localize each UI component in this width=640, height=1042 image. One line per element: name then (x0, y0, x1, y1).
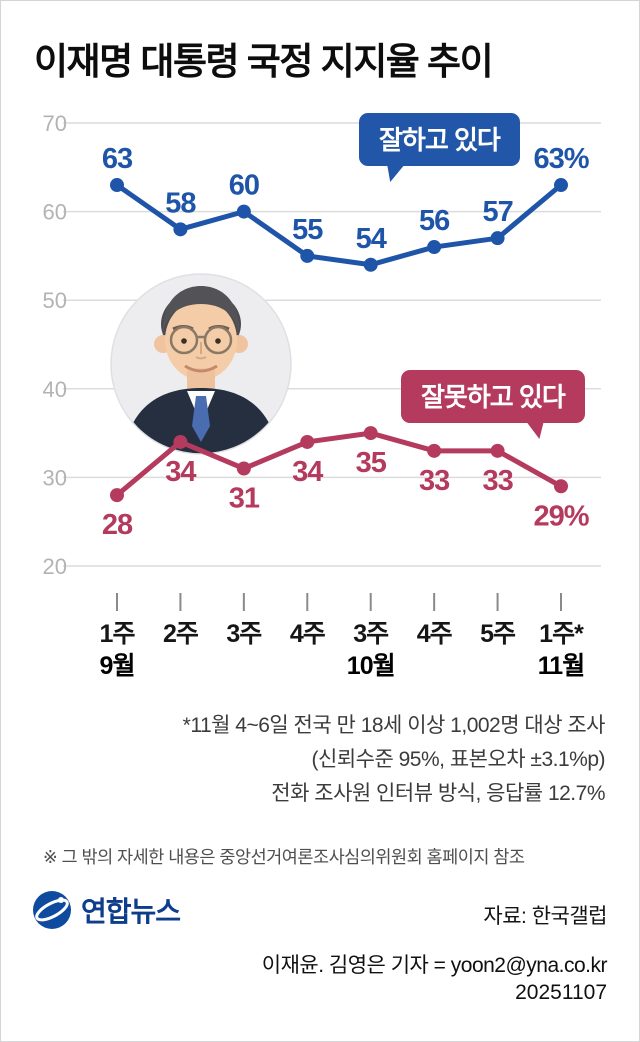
data-point (363, 257, 378, 272)
data-point (236, 461, 251, 476)
positive-bubble-label: 잘하고 있다 (379, 125, 501, 155)
footnote-line-2: (신뢰수준 95%, 표본오차 ±3.1%p) (311, 748, 606, 772)
data-point-label: 60 (229, 170, 259, 202)
month-label: 11월 (538, 652, 584, 680)
survey-footnotes: *11월 4~6일 전국 만 18세 이상 1,002명 대상 조사 (신뢰수준… (182, 709, 606, 811)
data-point (300, 434, 315, 449)
x-axis-label: 3주 (353, 620, 389, 648)
data-point (427, 240, 442, 255)
x-axis-label: 1주 (100, 620, 136, 648)
x-axis-label: 1주* (539, 620, 584, 648)
approval-trend-chart: 70 60 50 40 30 20 (43, 111, 601, 680)
x-axis-label: 5주 (480, 620, 516, 648)
data-point-label: 63 (102, 143, 133, 175)
negative-annotation-bubble: 잘못하고 있다 (401, 370, 585, 450)
extra-note: ※ 그 밖의 자세한 내용은 중앙선거여론조사심의위원회 홈페이지 참조 (43, 847, 525, 867)
data-source: 자료: 한국갤럽 (483, 905, 607, 928)
data-point (110, 178, 124, 193)
positive-annotation-bubble: 잘하고 있다 (359, 113, 520, 193)
data-point (554, 178, 568, 193)
yonhap-logo: 연합뉴스 (31, 889, 181, 931)
yonhap-globe-icon (33, 891, 71, 929)
chart-series: 1주 2주 3주 4주 3주 4주 5주 1주* 9월 10월 11월 63 58 60 55 54 56 57 6… (100, 143, 591, 680)
data-point (490, 231, 505, 246)
x-axis-label: 3주 (226, 620, 262, 648)
data-point-label: 29% (533, 500, 589, 532)
portrait-photo (110, 273, 292, 455)
data-point-label: 57 (482, 196, 512, 228)
data-point-label: 55 (292, 214, 323, 246)
data-point-label: 34 (165, 456, 196, 488)
footnote-line-1: *11월 4~6일 전국 만 18세 이상 1,002명 대상 조사 (182, 714, 606, 737)
series-line (114, 430, 564, 498)
data-point (236, 204, 251, 219)
data-point (300, 248, 315, 263)
data-point-label: 54 (356, 223, 387, 255)
data-point (110, 488, 124, 503)
x-axis-label: 4주 (417, 620, 453, 648)
data-point (427, 443, 442, 458)
data-point-label: 33 (482, 465, 513, 497)
y-axis-label: 60 (43, 200, 67, 225)
data-point-label: 63% (533, 143, 589, 175)
data-point-label: 35 (356, 447, 387, 479)
month-label: 10월 (347, 652, 395, 680)
month-label: 9월 (100, 652, 135, 680)
x-axis-label: 2주 (163, 620, 199, 648)
data-point (173, 434, 188, 449)
reporter-byline: 이재윤. 김영은 기자 = yoon2@yna.co.kr (261, 954, 608, 977)
y-axis-label: 50 (43, 288, 67, 313)
data-point-label: 56 (419, 205, 450, 237)
page-title: 이재명 대통령 국정 지지율 추이 (34, 41, 494, 82)
publication-date: 20251107 (515, 981, 607, 1004)
yonhap-logo-text: 연합뉴스 (81, 896, 181, 927)
y-axis-label: 70 (43, 111, 67, 136)
y-axis-label: 30 (43, 465, 67, 490)
x-axis-label: 4주 (290, 620, 326, 648)
data-point (554, 479, 568, 494)
y-axis-label: 40 (43, 377, 67, 402)
y-axis-label: 20 (43, 554, 67, 579)
data-point-label: 33 (419, 465, 450, 497)
footnote-line-3: 전화 조사원 인터뷰 방식, 응답률 12.7% (271, 782, 605, 806)
series-line (114, 182, 564, 268)
data-point-label: 58 (165, 187, 196, 219)
data-point (490, 443, 505, 458)
data-point (363, 426, 378, 441)
negative-bubble-label: 잘못하고 있다 (421, 382, 566, 412)
data-point-label: 31 (229, 483, 260, 515)
data-point (173, 222, 188, 237)
data-point-label: 28 (102, 509, 133, 541)
data-point-label: 34 (292, 456, 323, 488)
